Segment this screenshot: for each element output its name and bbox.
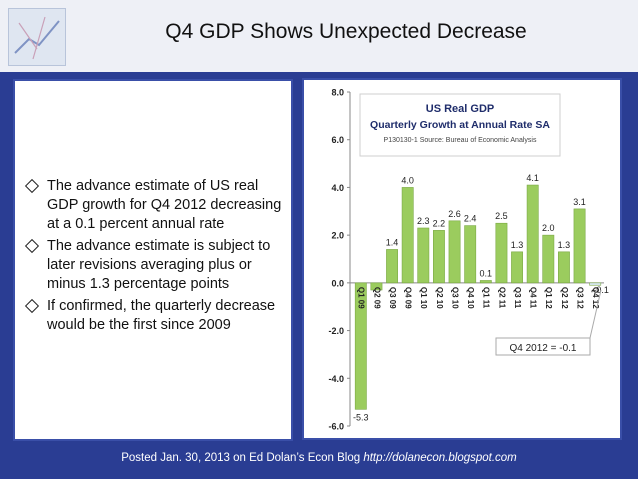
bar [386, 249, 398, 284]
x-tick-label: Q4 10 [466, 287, 475, 309]
bar-value-label: 2.3 [417, 216, 430, 226]
gdp-bar-chart: US Real GDP Quarterly Growth at Annual R… [328, 88, 609, 432]
title-bar: Q4 GDP Shows Unexpected Decrease [0, 0, 638, 72]
y-tick-label: 2.0 [331, 231, 344, 241]
bullet-list: The advance estimate of US real GDP grow… [21, 177, 291, 338]
bullet-item: The advance estimate is subject to later… [21, 237, 291, 294]
logo-graphic [14, 16, 60, 60]
chart-title-box [359, 93, 561, 157]
bar [433, 230, 445, 284]
bar [573, 208, 586, 284]
bar-value-label: 4.0 [401, 175, 414, 185]
x-tick-label: Q1 10 [419, 287, 428, 309]
bar-value-label: 1.4 [386, 237, 399, 247]
footer-text: Posted Jan. 30, 2013 on Ed Dolan’s Econ … [121, 452, 364, 464]
bar [354, 282, 367, 410]
bar-value-label: 2.4 [464, 214, 477, 224]
value-labels: -5.31.44.02.3 2.22.6 2.40.12.51.34.12.01.3… [353, 173, 609, 422]
bullet-text: If confirmed, the quarterly decrease wou… [47, 298, 276, 333]
bar-value-label: 2.6 [448, 209, 461, 219]
bar [558, 251, 570, 284]
bar [542, 234, 555, 284]
y-tick-label: -2.0 [328, 326, 344, 336]
chart-title: US Real GDP [426, 103, 494, 115]
bullet-text: The advance estimate is subject to later… [47, 238, 271, 292]
diamond-bullet-icon [24, 238, 40, 254]
bar-series [354, 184, 602, 410]
logo [8, 8, 66, 66]
y-tick-label: 8.0 [331, 88, 344, 98]
x-tick-label: Q1 09 [357, 287, 366, 309]
bar-value-label: 2.5 [495, 211, 508, 221]
chart-panel: US Real GDP Quarterly Growth at Annual R… [302, 78, 622, 440]
bar-value-label: 2.0 [542, 223, 555, 233]
bar-value-label: 4.1 [526, 173, 539, 183]
footer-link[interactable]: http://dolanecon.blogspot.com [363, 452, 517, 464]
x-tick-label: Q3 10 [450, 287, 459, 309]
footer: Posted Jan. 30, 2013 on Ed Dolan’s Econ … [0, 452, 638, 464]
x-tick-labels: Q1 09 Q2 09 Q3 09 Q4 09 Q1 10 Q2 10 Q3 10 Q4 10… [357, 287, 600, 309]
x-tick-label: Q2 10 [435, 287, 444, 309]
text-panel: The advance estimate of US real GDP grow… [13, 79, 293, 441]
y-tick-label: 4.0 [331, 183, 344, 193]
x-tick-label: Q1 12 [544, 287, 553, 309]
diamond-bullet-icon [24, 298, 40, 314]
x-tick-label: Q2 09 [372, 287, 381, 309]
bar-value-label: 0.1 [480, 268, 493, 278]
bar [479, 280, 492, 284]
x-tick-label: Q3 09 [388, 287, 397, 309]
chart-source: P130130-1 Source: Bureau of Economic Ana… [384, 137, 537, 144]
x-tick-label: Q3 12 [575, 287, 584, 309]
bar-value-label: -5.3 [353, 412, 369, 422]
bar [511, 251, 523, 284]
x-tick-label: Q4 11 [529, 287, 538, 309]
bar [448, 220, 461, 284]
x-tick-label: Q2 12 [560, 287, 569, 309]
y-tick-label: -4.0 [328, 374, 344, 384]
bar [526, 184, 539, 284]
bar [464, 225, 477, 284]
y-tick-label: 0.0 [331, 278, 344, 288]
x-tick-label: Q2 11 [497, 287, 506, 309]
bar [495, 222, 508, 284]
x-tick-label: Q4 09 [404, 287, 413, 309]
bar [589, 282, 602, 286]
annotation-pointer [589, 289, 602, 339]
x-tick-label: Q1 11 [482, 287, 491, 309]
bar-value-label: -0.1 [593, 285, 609, 295]
bar [417, 227, 430, 284]
bar [401, 187, 414, 284]
bullet-item: If confirmed, the quarterly decrease wou… [21, 297, 291, 335]
bar-value-label: 1.3 [511, 240, 524, 250]
bar-value-label: 3.1 [573, 197, 586, 207]
y-tick-label: -6.0 [328, 422, 344, 432]
x-tick-label: Q3 11 [513, 287, 522, 309]
bullet-item: The advance estimate of US real GDP grow… [21, 177, 291, 234]
annotation-box [495, 337, 591, 356]
x-tick-label: Q4 12 [591, 287, 600, 309]
bullet-text: The advance estimate of US real GDP grow… [47, 178, 282, 232]
bar-value-label: 2.2 [433, 218, 446, 228]
diamond-bullet-icon [24, 178, 40, 194]
chart-subtitle: Quarterly Growth at Annual Rate SA [370, 119, 550, 131]
bar [370, 282, 383, 291]
bar-value-label: 1.3 [558, 240, 571, 250]
slide-title: Q4 GDP Shows Unexpected Decrease [165, 20, 527, 43]
y-tick-label: 6.0 [331, 135, 344, 145]
annotation-text: Q4 2012 = -0.1 [510, 343, 577, 354]
